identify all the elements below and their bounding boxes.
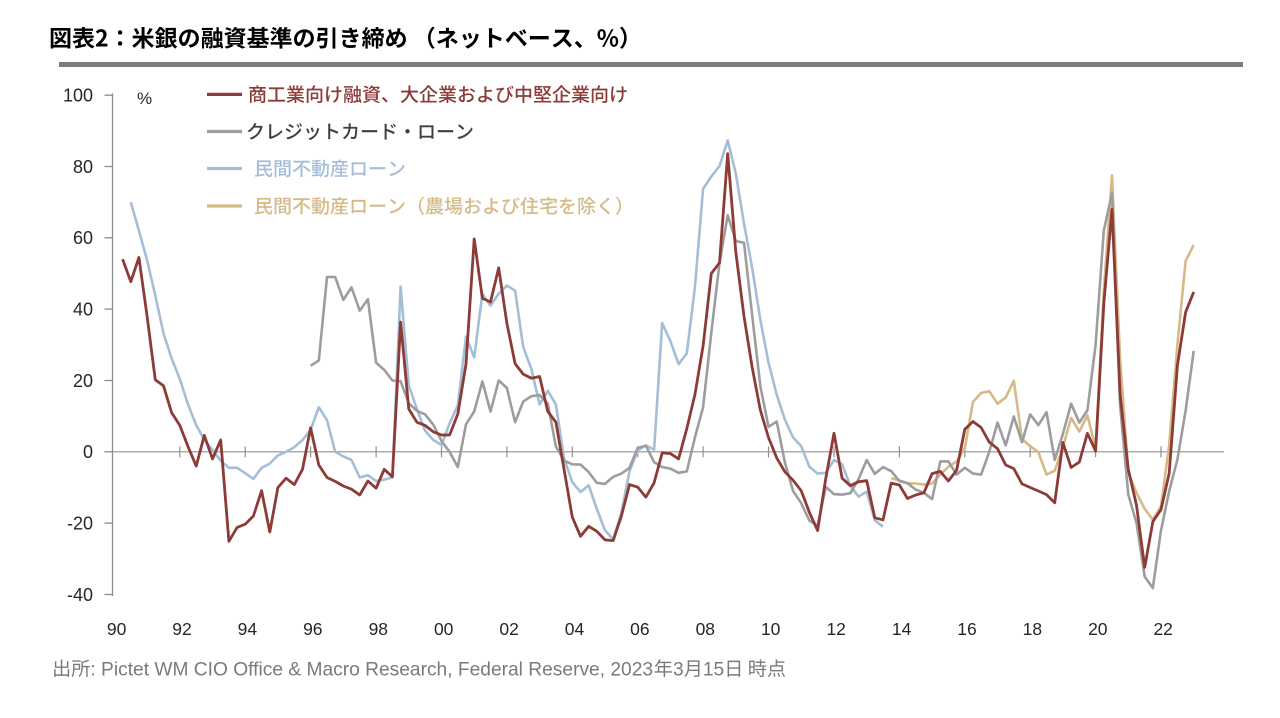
svg-text:20: 20: [1088, 619, 1108, 639]
svg-text:100: 100: [63, 86, 93, 106]
svg-text:-40: -40: [67, 585, 93, 605]
svg-text:: Pictet WM CIO Office & Macro: : Pictet WM CIO Office & Macro Research,…: [90, 660, 653, 681]
svg-text:96: 96: [303, 619, 322, 639]
svg-text:22: 22: [1153, 619, 1172, 639]
svg-text:40: 40: [73, 299, 93, 319]
svg-text:04: 04: [565, 619, 585, 639]
svg-text:90: 90: [107, 619, 127, 639]
svg-text:3: 3: [673, 660, 684, 681]
svg-text:12: 12: [826, 619, 845, 639]
svg-text:02: 02: [499, 619, 518, 639]
svg-text:06: 06: [630, 619, 649, 639]
svg-text:98: 98: [369, 619, 388, 639]
svg-text:18: 18: [1023, 619, 1042, 639]
svg-text:15: 15: [703, 660, 724, 681]
svg-text:80: 80: [73, 157, 93, 177]
svg-text:60: 60: [73, 228, 93, 248]
svg-text:94: 94: [238, 619, 258, 639]
svg-text:08: 08: [696, 619, 715, 639]
svg-text:20: 20: [73, 371, 93, 391]
svg-text:0: 0: [83, 442, 93, 462]
svg-text:10: 10: [761, 619, 781, 639]
svg-text:14: 14: [892, 619, 912, 639]
svg-text:%: %: [137, 89, 152, 108]
svg-text:-20: -20: [67, 513, 93, 533]
svg-text:92: 92: [172, 619, 191, 639]
svg-text:16: 16: [957, 619, 976, 639]
svg-text:00: 00: [434, 619, 454, 639]
